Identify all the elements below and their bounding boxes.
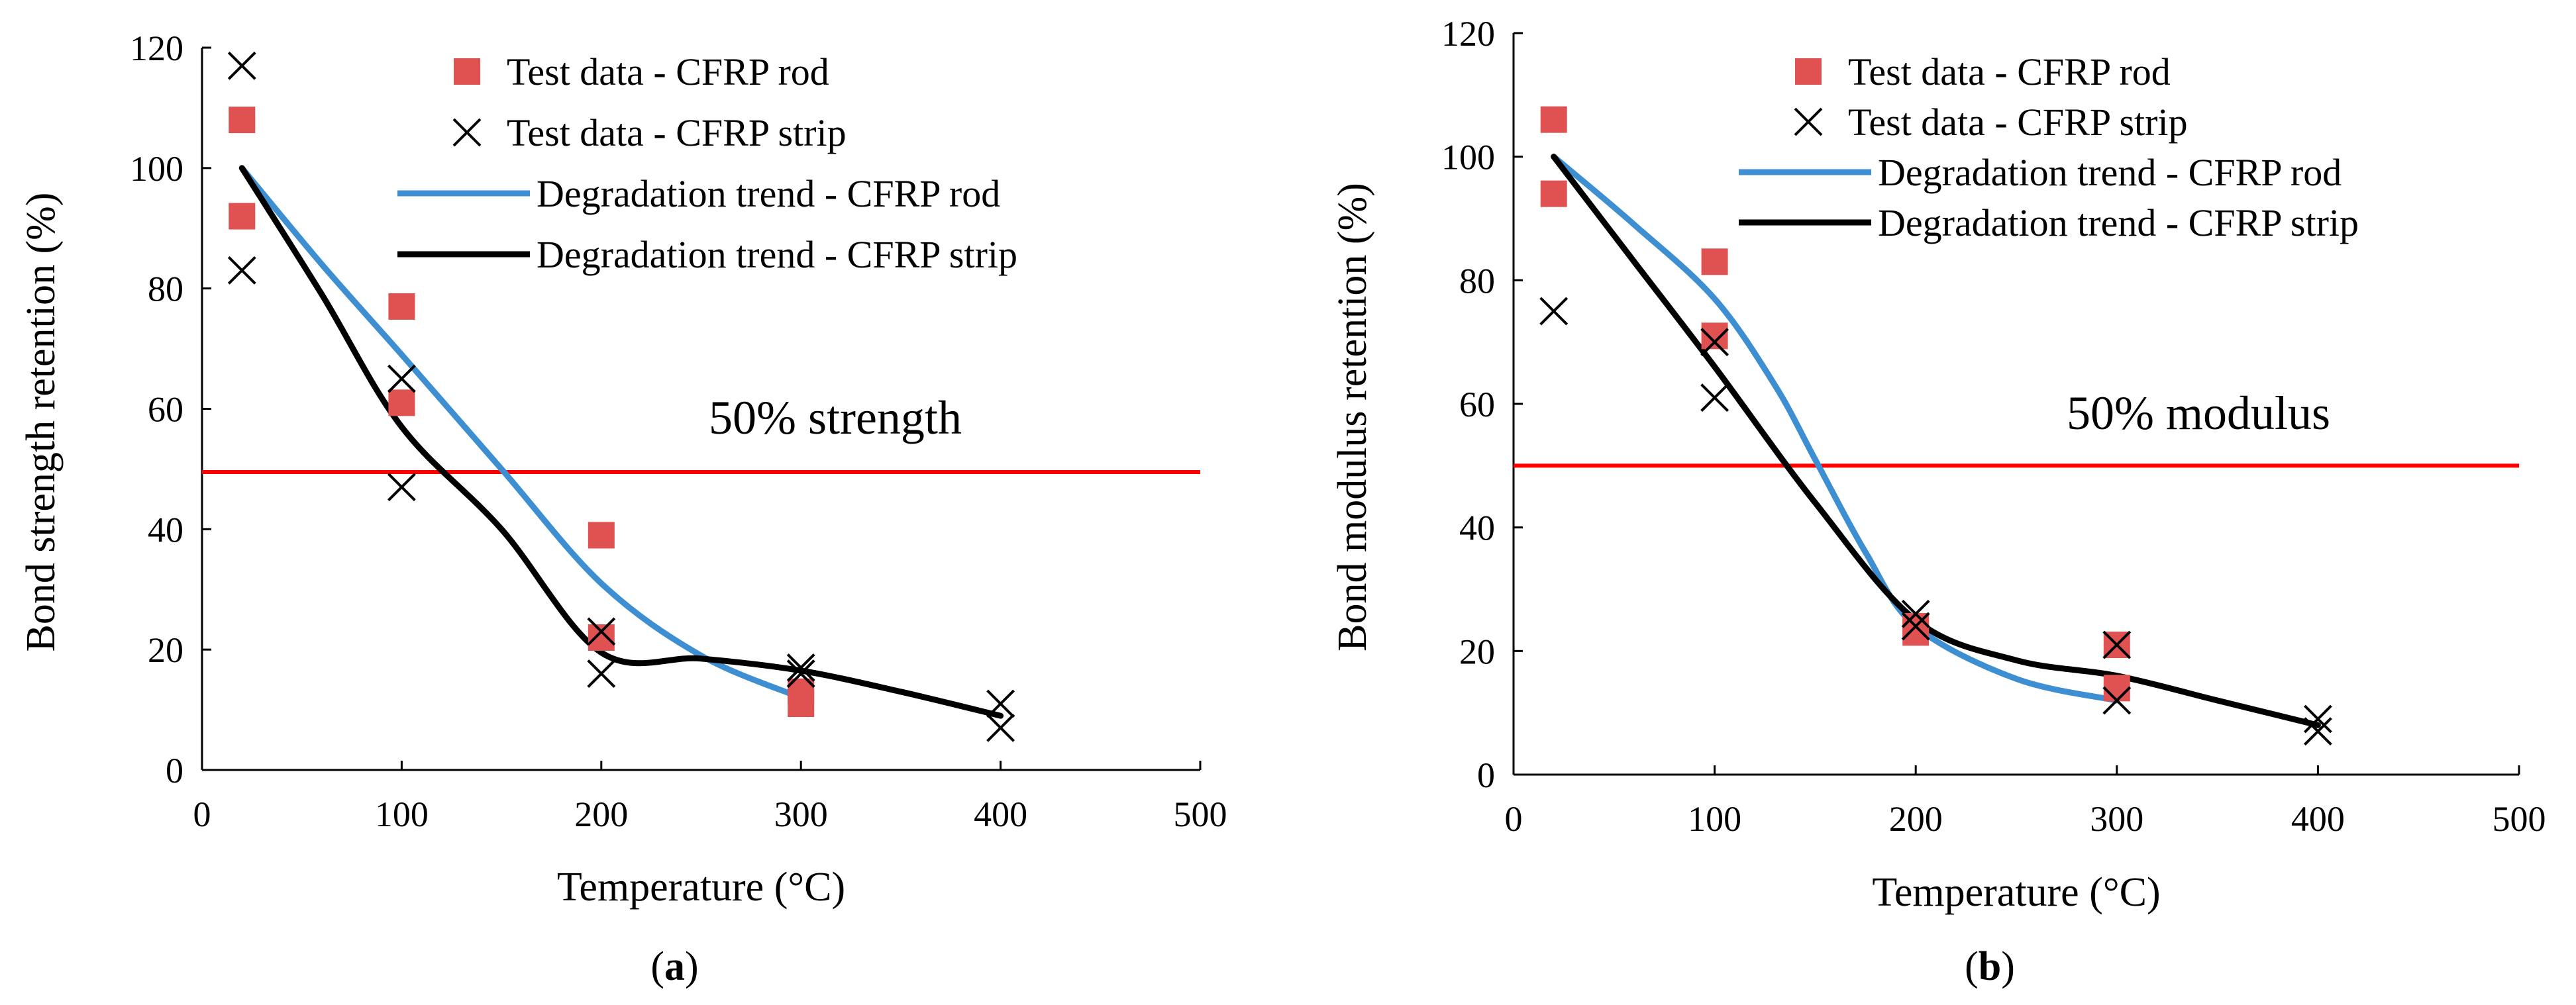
data-point-x	[227, 51, 256, 80]
data-point-x	[1700, 328, 1729, 357]
y-tick-label: 60	[1459, 385, 1495, 424]
series-line-2	[1551, 154, 2120, 704]
data-point-x	[387, 473, 416, 502]
panel-label: (a)	[650, 944, 698, 989]
legend-swatch-square	[454, 58, 480, 85]
y-tick-label: 0	[166, 751, 183, 790]
data-point-square	[1701, 248, 1728, 275]
series-line-3	[238, 165, 1004, 719]
legend-entry: Degradation trend - CFRP strip	[537, 233, 1017, 276]
x-tick-label: 200	[1889, 799, 1943, 839]
data-point-x	[786, 653, 815, 682]
data-point-x	[587, 659, 616, 688]
y-tick-label: 80	[148, 269, 183, 309]
data-point-x	[1539, 297, 1569, 326]
reference-line-label: 50% strength	[709, 391, 962, 444]
y-tick-label: 40	[1459, 508, 1495, 548]
data-point-square	[229, 203, 256, 230]
data-point-x	[2303, 704, 2332, 734]
x-tick-label: 400	[2291, 799, 2345, 839]
data-point-square	[388, 293, 415, 320]
legend-entry: Degradation trend - CFRP strip	[1878, 201, 2359, 244]
data-point-x	[1700, 383, 1729, 412]
y-tick-label: 100	[130, 149, 183, 189]
x-tick-label: 100	[1688, 799, 1741, 839]
data-point-x	[587, 617, 616, 646]
legend-entry: Degradation trend - CFRP rod	[537, 172, 1000, 215]
legend-entry: Test data - CFRP strip	[1848, 101, 2188, 144]
legend-swatch-x	[452, 118, 482, 147]
data-point-square	[1540, 106, 1567, 133]
data-point-square	[1701, 322, 1728, 350]
legend: Test data - CFRP rod Test data - CFRP str…	[397, 50, 1017, 276]
data-point-x	[986, 689, 1015, 718]
y-tick-label: 120	[130, 28, 183, 68]
x-tick-label: 0	[1505, 799, 1523, 839]
y-tick-label: 20	[148, 630, 183, 670]
data-point-x	[2102, 630, 2132, 659]
data-point-x	[227, 256, 256, 285]
x-axis-title: Temperature (°C)	[1872, 870, 2160, 915]
data-point-x	[986, 713, 1015, 742]
data-point-square	[388, 389, 415, 416]
x-tick-label: 300	[774, 794, 828, 834]
data-point-square	[2103, 675, 2130, 702]
data-point-square	[588, 522, 615, 549]
data-point-x	[2303, 717, 2332, 746]
legend-entry: Test data - CFRP rod	[507, 50, 829, 93]
chart-panel-a: 0 20 40 60 80 100 120 0 100 200 300 400 500 Temperatu…	[19, 28, 1227, 989]
y-tick-label: 80	[1459, 261, 1495, 301]
legend-entry: Test data - CFRP rod	[1848, 50, 2171, 93]
x-tick-label: 300	[2090, 799, 2143, 839]
legend: Test data - CFRP rod Test data - CFRP str…	[1739, 50, 2359, 244]
panel-label: (b)	[1965, 944, 2015, 989]
y-tick-label: 60	[148, 390, 183, 430]
data-point-square	[788, 690, 815, 717]
y-tick-label: 100	[1441, 138, 1495, 177]
legend-swatch-square	[1795, 58, 1822, 85]
legend-swatch-x	[1794, 107, 1823, 136]
y-axis-title: Bond strength retention (%)	[19, 193, 64, 652]
y-tick-label: 0	[1477, 755, 1495, 795]
chart-panel-b: 0 20 40 60 80 100 120 0 100 200 300 400 500 Temperatu…	[1330, 14, 2546, 989]
data-point-x	[1901, 599, 1930, 628]
series-line-3	[1551, 154, 2321, 728]
legend-entry: Test data - CFRP strip	[507, 111, 847, 154]
x-axis-title: Temperature (°C)	[557, 865, 845, 910]
data-point-x	[387, 364, 416, 393]
data-point-square	[588, 624, 615, 651]
y-axis-title: Bond modulus retention (%)	[1330, 183, 1375, 651]
data-point-x	[1901, 612, 1930, 641]
reference-line-label: 50% modulus	[2067, 387, 2330, 440]
series-line-2	[238, 165, 804, 701]
x-tick-label: 100	[375, 794, 429, 834]
y-tick-label: 40	[148, 510, 183, 550]
data-point-x	[2102, 686, 2132, 715]
legend-entry: Degradation trend - CFRP rod	[1878, 151, 2342, 194]
data-point-square	[229, 107, 256, 134]
x-tick-label: 200	[574, 794, 628, 834]
y-tick-label: 120	[1441, 14, 1495, 54]
x-tick-label: 0	[193, 794, 211, 834]
x-tick-label: 400	[974, 794, 1027, 834]
y-tick-label: 20	[1459, 632, 1495, 671]
x-tick-label: 500	[1174, 794, 1227, 834]
data-point-square	[1540, 180, 1567, 207]
x-tick-label: 500	[2493, 799, 2546, 839]
data-point-x	[786, 659, 815, 688]
